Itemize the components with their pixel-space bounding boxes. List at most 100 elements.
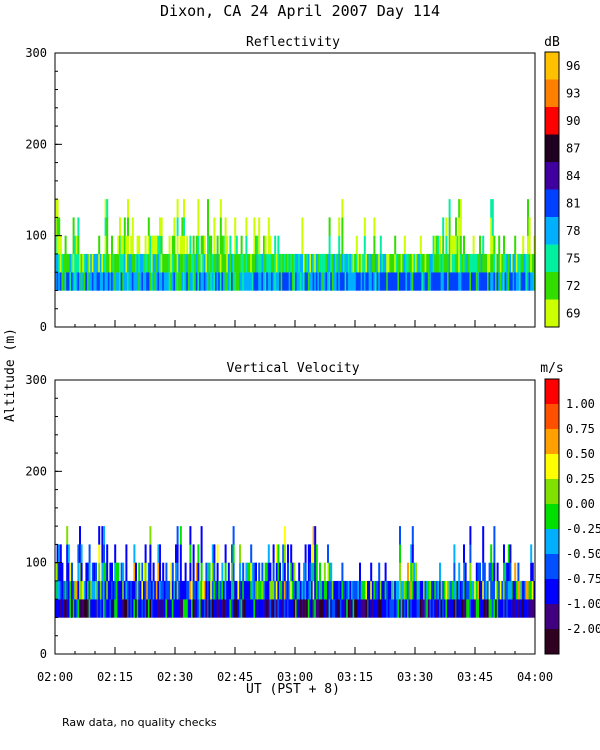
- heatmap-cell: [479, 253, 481, 273]
- heatmap-cell: [453, 253, 456, 273]
- heatmap-cell: [120, 253, 123, 273]
- heatmap-cell: [69, 253, 72, 273]
- heatmap-cell: [426, 580, 429, 600]
- heatmap-cell: [197, 235, 200, 255]
- heatmap-cell: [106, 217, 109, 236]
- heatmap-cell: [179, 272, 182, 291]
- heatmap-cell: [202, 235, 205, 255]
- heatmap-cell: [336, 599, 339, 618]
- heatmap-cell: [207, 235, 209, 255]
- heatmap-cell: [191, 580, 193, 600]
- heatmap-cell: [312, 544, 315, 563]
- heatmap-cell: [125, 599, 128, 618]
- colorbar-label: -0.25: [566, 522, 600, 536]
- velocity-heatmap: [55, 526, 536, 618]
- heatmap-cell: [216, 235, 219, 255]
- heatmap-cell: [240, 599, 243, 618]
- heatmap-cell: [498, 235, 501, 255]
- heatmap-cell: [379, 253, 382, 273]
- heatmap-cell: [277, 235, 280, 255]
- heatmap-cell: [83, 253, 86, 273]
- heatmap-cell: [338, 272, 341, 291]
- heatmap-cell: [157, 235, 160, 255]
- heatmap-cell: [205, 272, 208, 291]
- heatmap-cell: [424, 272, 427, 291]
- heatmap-cell: [402, 580, 405, 600]
- heatmap-cell: [195, 562, 198, 582]
- heatmap-cell: [419, 272, 422, 291]
- heatmap-cell: [520, 599, 523, 618]
- heatmap-cell: [421, 599, 424, 618]
- y-tick-label: 200: [25, 137, 47, 151]
- heatmap-cell: [258, 272, 261, 291]
- heatmap-cell: [279, 253, 281, 273]
- heatmap-cell: [504, 580, 507, 600]
- heatmap-cell: [415, 253, 417, 273]
- heatmap-cell: [298, 599, 301, 618]
- colorbar-swatch: [545, 404, 559, 429]
- heatmap-cell: [104, 599, 107, 618]
- heatmap-cell: [456, 580, 459, 600]
- heatmap-cell: [480, 580, 483, 600]
- heatmap-cell: [189, 272, 192, 291]
- heatmap-cell: [399, 599, 401, 618]
- heatmap-cell: [298, 580, 301, 600]
- heatmap-cell: [442, 217, 445, 236]
- heatmap-cell: [259, 272, 262, 291]
- heatmap-cell: [509, 562, 512, 582]
- heatmap-cell: [64, 253, 67, 273]
- heatmap-cell: [387, 253, 390, 273]
- heatmap-cell: [528, 272, 531, 291]
- heatmap-cell: [247, 599, 249, 618]
- heatmap-cell: [147, 272, 150, 291]
- heatmap-cell: [440, 253, 443, 273]
- heatmap-cell: [111, 580, 113, 600]
- heatmap-cell: [408, 272, 411, 291]
- heatmap-cell: [207, 217, 209, 236]
- heatmap-cell: [160, 599, 163, 618]
- heatmap-cell: [384, 599, 387, 618]
- heatmap-cell: [259, 599, 262, 618]
- heatmap-cell: [170, 562, 173, 582]
- heatmap-cell: [200, 580, 203, 600]
- heatmap-cell: [306, 580, 309, 600]
- heatmap-cell: [407, 580, 409, 600]
- heatmap-cell: [287, 272, 289, 291]
- heatmap-cell: [493, 562, 496, 582]
- heatmap-cell: [485, 599, 488, 618]
- heatmap-cell: [427, 580, 430, 600]
- heatmap-cell: [133, 253, 136, 273]
- heatmap-cell: [461, 580, 464, 600]
- heatmap-cell: [453, 235, 456, 255]
- heatmap-cell: [224, 580, 227, 600]
- heatmap-cell: [504, 253, 507, 273]
- heatmap-cell: [463, 253, 465, 273]
- heatmap-cell: [411, 599, 414, 618]
- heatmap-cell: [256, 253, 259, 273]
- heatmap-cell: [378, 272, 381, 291]
- heatmap-cell: [271, 272, 273, 291]
- heatmap-cell: [314, 544, 317, 563]
- heatmap-cell: [115, 580, 118, 600]
- heatmap-cell: [471, 272, 473, 291]
- heatmap-cell: [66, 526, 69, 545]
- heatmap-cell: [216, 272, 219, 291]
- heatmap-cell: [376, 599, 379, 618]
- heatmap-cell: [173, 235, 176, 255]
- heatmap-cell: [200, 235, 203, 255]
- colorbar-swatch: [545, 272, 559, 300]
- heatmap-cell: [227, 253, 230, 273]
- heatmap-cell: [219, 199, 222, 218]
- heatmap-cell: [371, 253, 374, 273]
- heatmap-cell: [163, 253, 166, 273]
- heatmap-cell: [279, 599, 281, 618]
- heatmap-cell: [288, 253, 291, 273]
- heatmap-cell: [72, 253, 75, 273]
- heatmap-cell: [367, 272, 369, 291]
- heatmap-cell: [501, 599, 504, 618]
- heatmap-cell: [59, 235, 62, 255]
- heatmap-cell: [239, 562, 241, 582]
- heatmap-cell: [152, 599, 155, 618]
